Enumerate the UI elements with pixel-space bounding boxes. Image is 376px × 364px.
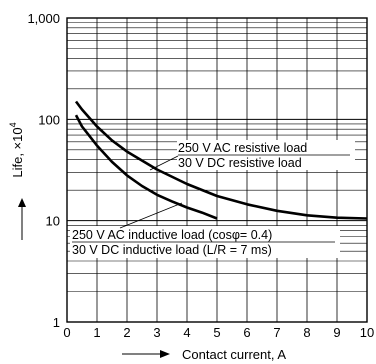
x-axis-label: Contact current, A — [182, 347, 286, 362]
annotation-leader-inductive — [119, 202, 183, 229]
svg-text:Life, ×104: Life, ×104 — [8, 122, 25, 177]
y-axis-arrow — [18, 198, 26, 240]
x-tick-label: 7 — [273, 325, 280, 340]
series-layer — [74, 100, 368, 220]
y-axis-label-exponent: 4 — [8, 122, 18, 127]
x-tick-label: 0 — [63, 325, 70, 340]
annotation-resistive-ac: 250 V AC resistive load — [178, 141, 307, 155]
annotation-resistive-dc: 30 V DC resistive load — [178, 156, 302, 170]
series-line-2 — [74, 114, 218, 220]
x-tick-label: 4 — [183, 325, 190, 340]
x-tick-label: 3 — [153, 325, 160, 340]
y-tick-label: 10 — [46, 214, 60, 229]
y-axis-label-text: Life, ×10 — [10, 127, 25, 177]
annotation-leader-resistive — [149, 155, 179, 171]
y-tick-label: 1,000 — [27, 11, 60, 26]
plot-border — [66, 17, 368, 323]
y-tick-label: 100 — [38, 112, 60, 127]
plot-frame — [66, 17, 368, 323]
x-tick-label: 1 — [93, 325, 100, 340]
x-tick-label: 5 — [213, 325, 220, 340]
y-axis-label: Life, ×104 — [8, 122, 25, 177]
x-tick-label: 10 — [360, 325, 374, 340]
x-tick-label: 8 — [303, 325, 310, 340]
series-line-1 — [74, 100, 368, 220]
x-tick-label: 9 — [333, 325, 340, 340]
annotation-inductive-ac: 250 V AC inductive load (cosφ= 0.4) — [72, 228, 272, 242]
annotation-inductive-dc: 30 V DC inductive load (L/R = 7 ms) — [72, 243, 272, 257]
y-tick-label: 1 — [53, 315, 60, 330]
x-tick-label: 2 — [123, 325, 130, 340]
x-tick-label: 6 — [243, 325, 250, 340]
x-axis-arrow — [122, 350, 170, 358]
